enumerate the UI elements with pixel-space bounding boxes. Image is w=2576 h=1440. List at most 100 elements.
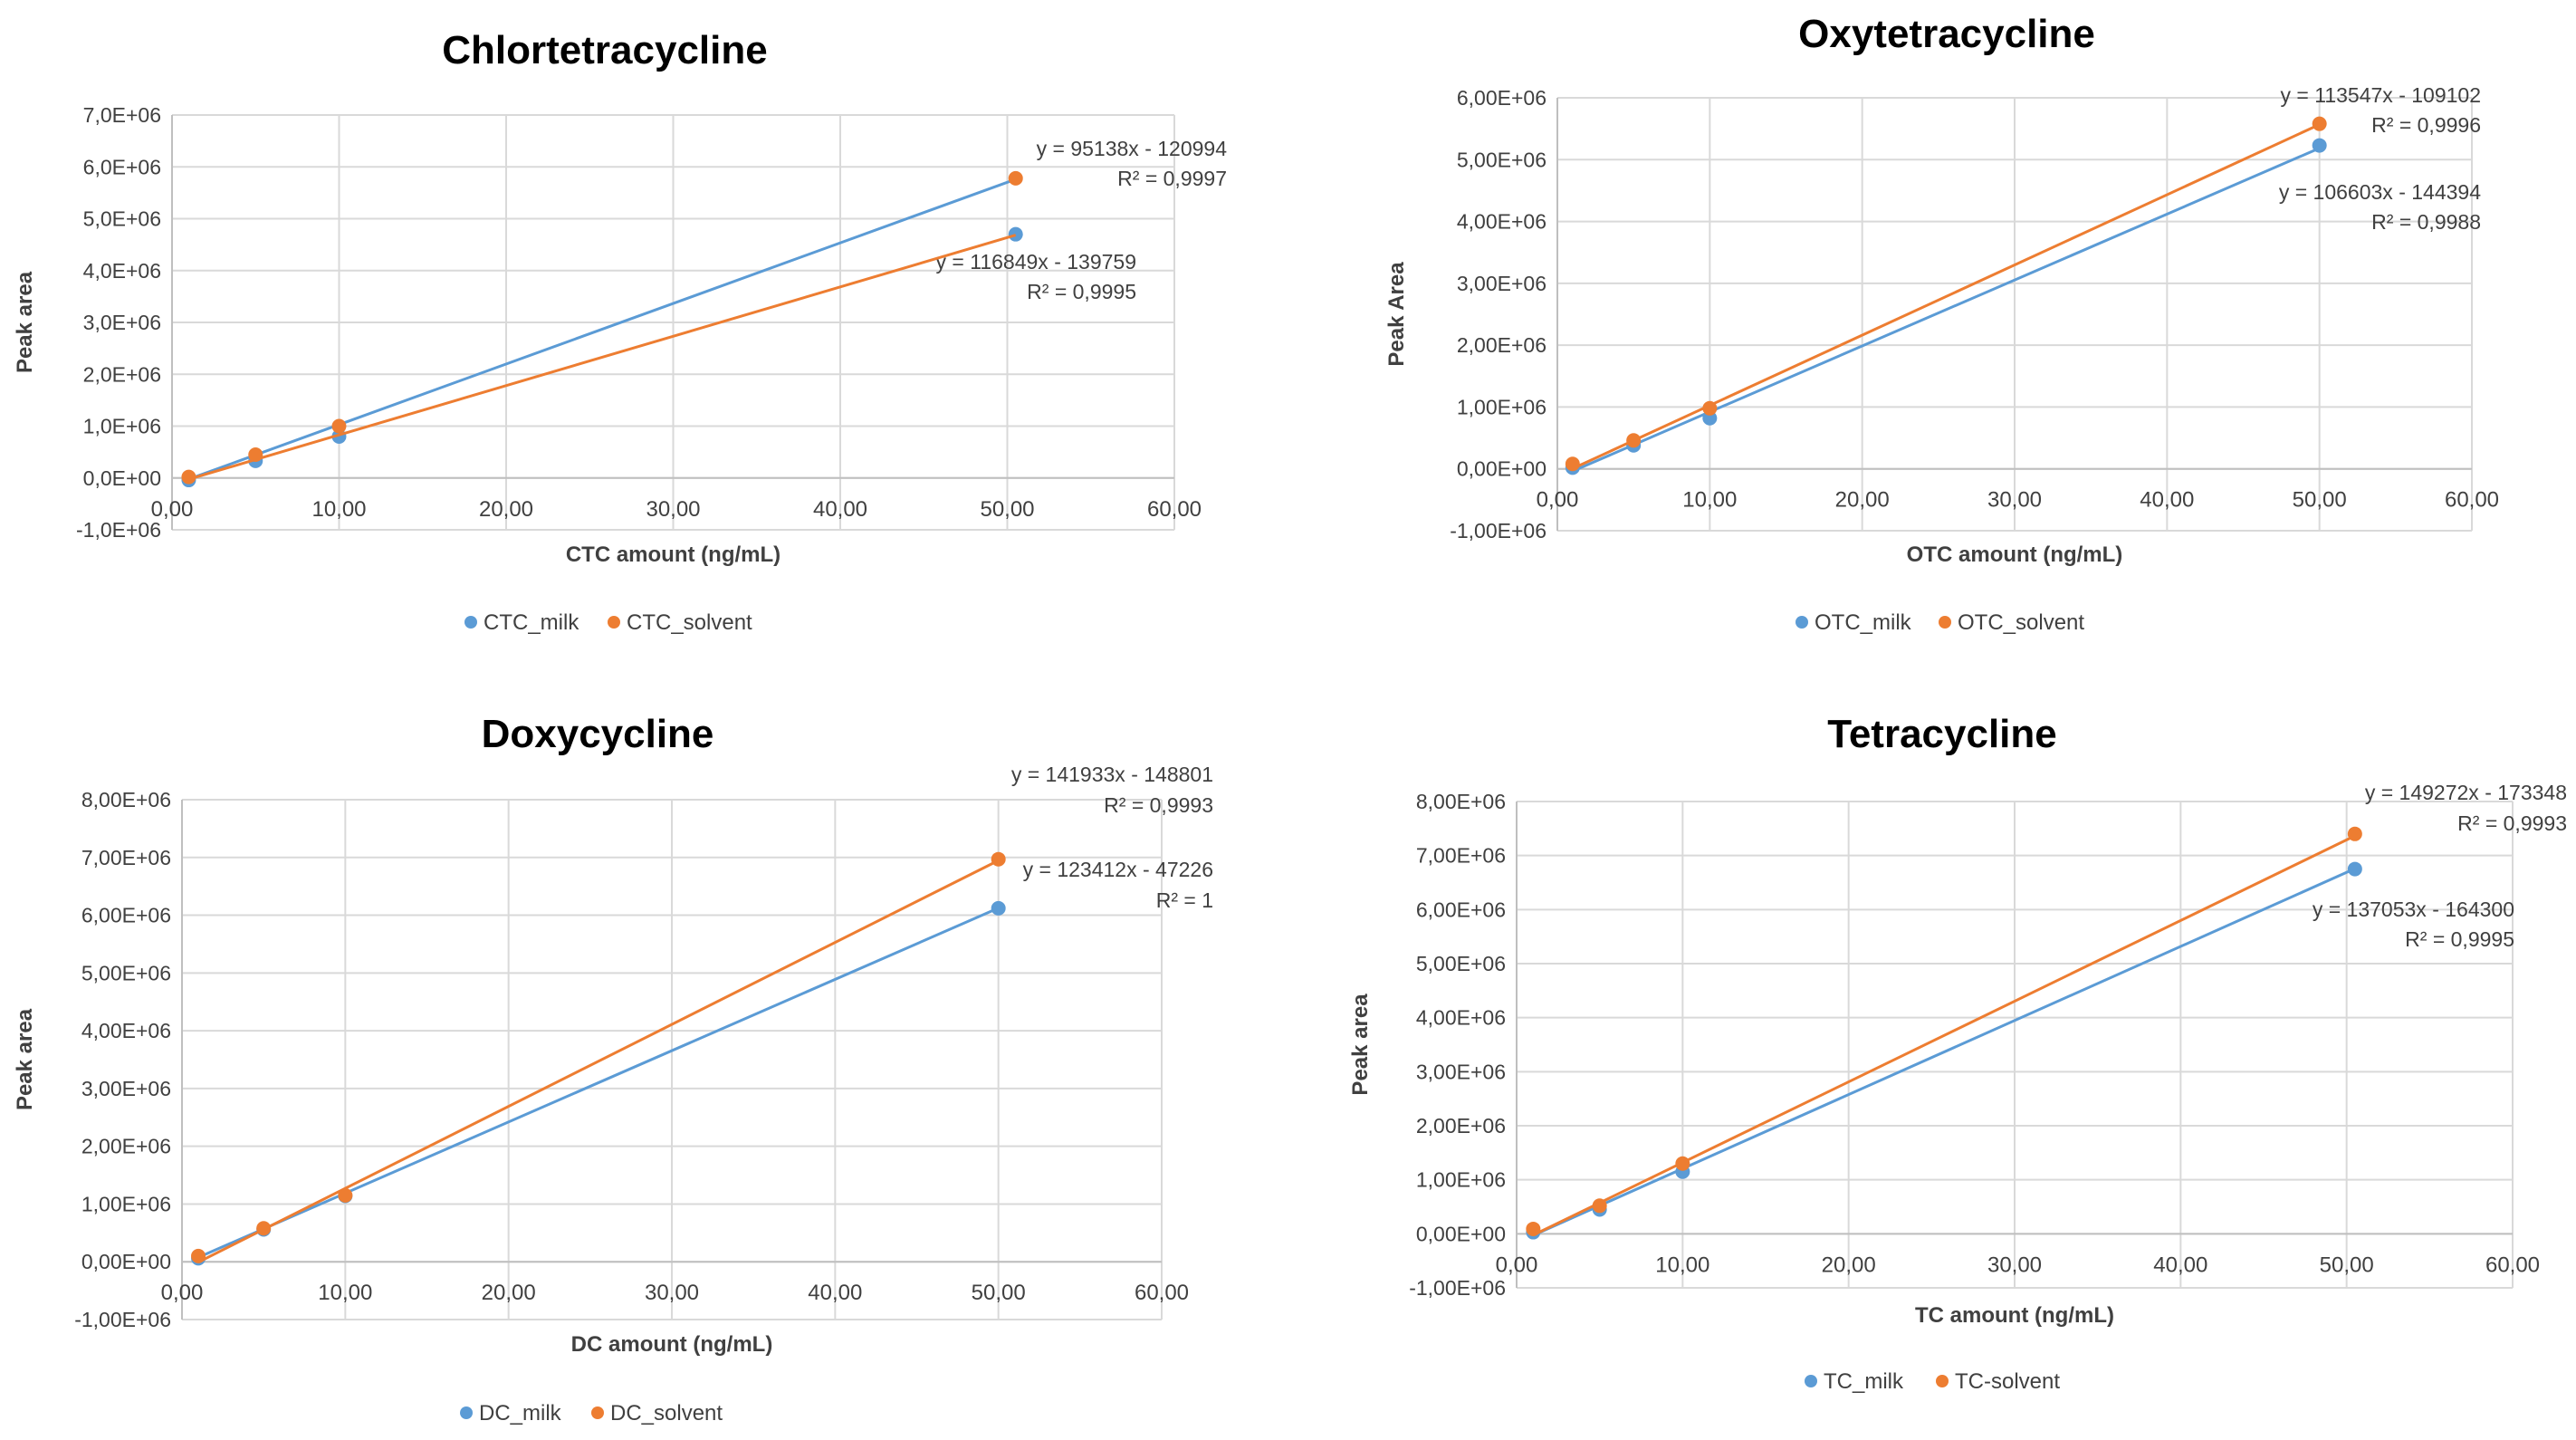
x-axis-title: OTC amount (ng/mL) [1907,542,2123,567]
data-point [1565,456,1580,472]
trendline-equation: y = 116849x - 139759 [936,250,1136,274]
y-tick-label: 7,00E+06 [1416,844,1506,868]
x-axis-title: TC amount (ng/mL) [1915,1303,2114,1328]
data-point [2312,138,2327,153]
y-tick-label: 2,00E+06 [81,1135,171,1158]
trendline-equation: y = 95138x - 120994 [1037,137,1228,160]
data-point [2312,116,2327,131]
x-tick-label: 60,00 [2485,1253,2540,1277]
legend-label: TC-solvent [1955,1369,2060,1394]
trendline-r2: R² = 0,9997 [1117,167,1227,190]
x-tick-label: 40,00 [2153,1253,2207,1277]
trendline-r2: R² = 0,9995 [1027,280,1136,303]
x-tick-label: 30,00 [646,497,700,522]
y-tick-label: 7,00E+06 [81,846,171,869]
y-tick-label: 3,00E+06 [1457,272,1547,295]
series-CTC_milk: y = 116849x - 139759 R² = 0,9995 [181,178,1136,488]
legend-marker [1805,1375,1817,1387]
trendline-equation: y = 123412x - 47226 [1023,858,1213,881]
x-tick-label: 50,00 [980,497,1034,522]
x-tick-label: 30,00 [645,1281,699,1305]
y-tick-label: 5,00E+06 [81,961,171,984]
legend-marker [1796,616,1808,629]
x-tick-label: 50,00 [2293,488,2347,513]
trendline-equation: y = 141933x - 148801 [1011,763,1213,786]
chart-1: Oxytetracycline -1,00E+06 0,00E+00 1,00E+06… [1384,12,2499,635]
data-point [1008,170,1023,186]
y-axis-title: Peak Area [1384,262,1409,367]
data-point [191,1248,206,1263]
data-point [338,1187,353,1203]
y-tick-label: 8,00E+06 [81,788,171,811]
y-tick-label: 5,0E+06 [83,207,161,231]
legend-label: OTC_solvent [1958,610,2084,635]
data-point [1702,400,1718,416]
trendline-r2: R² = 0,9996 [2371,113,2481,137]
y-tick-label: 4,00E+06 [81,1019,171,1042]
x-tick-label: 40,00 [813,497,867,522]
x-tick-label: 10,00 [1682,488,1737,513]
chart-title: Tetracycline [1827,712,2057,756]
legend: TC_milk TC-solvent [1805,1369,2060,1394]
y-axis-title: Peak area [13,271,37,373]
legend-label: CTC_milk [484,610,579,635]
x-tick-label: 20,00 [1835,488,1890,513]
legend-label: DC_milk [479,1401,562,1426]
legend-label: OTC_milk [1815,610,1912,635]
series-TC_milk: y = 137053x - 164300 R² = 0,9995 [1526,861,2514,1240]
y-tick-label: 4,00E+06 [1457,210,1547,234]
trendline-r2: R² = 0,9993 [2457,811,2567,835]
y-tick-label: 4,0E+06 [83,259,161,283]
legend-marker [591,1406,604,1419]
data-point [331,418,347,434]
y-tick-label: 0,0E+00 [83,466,161,490]
y-tick-label: 3,00E+06 [1416,1060,1506,1083]
y-tick-label: 1,00E+06 [81,1192,171,1215]
y-tick-label: 5,00E+06 [1416,952,1506,975]
y-tick-label: 1,00E+06 [1416,1168,1506,1192]
x-tick-label: 30,00 [1987,488,2042,513]
legend-marker [608,616,620,629]
series-CTC_solvent: y = 95138x - 120994 R² = 0,9997 [181,137,1227,485]
trendline-equation: y = 149272x - 173348 [2365,781,2567,804]
trendline-equation: y = 106603x - 144394 [2279,180,2481,204]
data-point [248,446,263,462]
x-tick-label: 20,00 [1822,1253,1876,1277]
y-tick-label: 6,0E+06 [83,155,161,178]
data-point [256,1221,272,1236]
x-tick-label: 30,00 [1987,1253,2042,1277]
y-tick-label: 2,0E+06 [83,362,161,386]
y-tick-label: 6,00E+06 [1457,86,1547,110]
x-tick-label: 60,00 [1147,497,1202,522]
y-tick-label: 3,00E+06 [81,1077,171,1100]
trendline-r2: R² = 0,9995 [2405,927,2514,951]
y-axis-title: Peak area [1348,994,1373,1096]
x-tick-label: 60,00 [2445,488,2499,513]
chart-title: Doxycycline [482,712,714,756]
x-tick-label: 0,00 [1537,488,1579,513]
y-tick-label: -1,0E+06 [76,518,161,542]
data-point [1675,1156,1690,1171]
y-tick-label: 4,00E+06 [1416,1006,1506,1030]
y-tick-label: 6,00E+06 [81,904,171,927]
data-point [181,469,196,485]
x-tick-label: 40,00 [808,1281,862,1305]
y-tick-label: 2,00E+06 [1457,333,1547,357]
trendline-r2: R² = 1 [1156,888,1213,912]
legend-marker [464,616,477,629]
data-point [991,851,1006,867]
legend-marker [1939,616,1951,629]
legend-label: TC_milk [1824,1369,1904,1394]
legend: CTC_milk CTC_solvent [464,610,752,635]
y-tick-label: 0,00E+00 [1416,1222,1506,1245]
x-tick-label: 10,00 [318,1281,372,1305]
x-tick-label: 50,00 [972,1281,1026,1305]
trendline [1532,867,2356,1237]
x-tick-label: 20,00 [482,1281,536,1305]
y-tick-label: 5,00E+06 [1457,148,1547,171]
y-tick-label: 1,0E+06 [83,415,161,438]
x-tick-label: 10,00 [311,497,366,522]
series-DC_solvent: y = 141933x - 148801 R² = 0,9993 [191,763,1213,1264]
trendline [187,178,1017,481]
